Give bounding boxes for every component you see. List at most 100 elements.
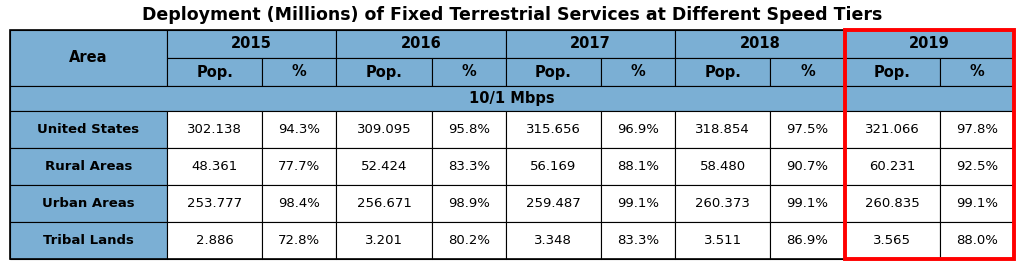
Bar — [337, 58, 431, 86]
Bar — [167, 148, 262, 185]
Bar — [10, 86, 1014, 111]
Text: 95.8%: 95.8% — [447, 123, 489, 136]
Bar — [845, 185, 940, 222]
Bar — [262, 185, 337, 222]
Bar — [167, 30, 337, 58]
Text: 2017: 2017 — [570, 37, 611, 52]
Bar — [675, 148, 770, 185]
Text: 52.424: 52.424 — [360, 160, 408, 173]
Bar — [431, 58, 506, 86]
Bar — [770, 111, 845, 148]
Bar — [940, 148, 1014, 185]
Text: Pop.: Pop. — [705, 64, 741, 79]
Text: 98.4%: 98.4% — [279, 197, 321, 210]
Text: 2019: 2019 — [909, 37, 949, 52]
Text: 77.7%: 77.7% — [279, 160, 321, 173]
Text: %: % — [462, 64, 476, 79]
Text: Pop.: Pop. — [197, 64, 233, 79]
Text: 318.854: 318.854 — [695, 123, 751, 136]
Text: %: % — [970, 64, 984, 79]
Bar — [337, 148, 431, 185]
Bar — [337, 30, 506, 58]
Text: 253.777: 253.777 — [187, 197, 242, 210]
Bar — [506, 58, 601, 86]
Text: 48.361: 48.361 — [191, 160, 238, 173]
Bar — [431, 222, 506, 259]
Bar — [770, 185, 845, 222]
Text: 3.201: 3.201 — [365, 234, 403, 247]
Text: 94.3%: 94.3% — [279, 123, 321, 136]
Text: Rural Areas: Rural Areas — [45, 160, 132, 173]
Text: 90.7%: 90.7% — [786, 160, 828, 173]
Text: 321.066: 321.066 — [865, 123, 920, 136]
Text: 10/1 Mbps: 10/1 Mbps — [469, 91, 555, 106]
Text: 60.231: 60.231 — [869, 160, 915, 173]
Bar — [10, 111, 167, 148]
Text: %: % — [800, 64, 815, 79]
Bar — [262, 148, 337, 185]
Bar — [940, 111, 1014, 148]
Bar — [262, 222, 337, 259]
Bar — [845, 30, 1014, 58]
Text: Urban Areas: Urban Areas — [42, 197, 135, 210]
Text: 97.5%: 97.5% — [786, 123, 828, 136]
Bar — [845, 111, 940, 148]
Bar — [845, 222, 940, 259]
Text: 2016: 2016 — [400, 37, 441, 52]
Bar — [431, 185, 506, 222]
Bar — [10, 30, 167, 86]
Bar — [601, 58, 675, 86]
Bar — [601, 185, 675, 222]
Bar — [940, 58, 1014, 86]
Bar — [770, 148, 845, 185]
Bar — [675, 222, 770, 259]
Text: 83.3%: 83.3% — [447, 160, 489, 173]
Bar — [675, 111, 770, 148]
Text: Pop.: Pop. — [366, 64, 402, 79]
Text: %: % — [292, 64, 306, 79]
Text: 88.1%: 88.1% — [617, 160, 659, 173]
Bar — [337, 111, 431, 148]
Bar — [601, 148, 675, 185]
Bar — [940, 185, 1014, 222]
Text: 83.3%: 83.3% — [617, 234, 659, 247]
Bar — [770, 222, 845, 259]
Bar — [10, 148, 167, 185]
Text: 259.487: 259.487 — [526, 197, 581, 210]
Text: United States: United States — [38, 123, 139, 136]
Bar — [262, 111, 337, 148]
Text: 3.348: 3.348 — [535, 234, 572, 247]
Bar — [845, 148, 940, 185]
Bar — [675, 185, 770, 222]
Text: 86.9%: 86.9% — [786, 234, 828, 247]
Bar — [262, 58, 337, 86]
Text: 2018: 2018 — [739, 37, 780, 52]
Text: 80.2%: 80.2% — [447, 234, 489, 247]
Bar — [845, 58, 940, 86]
Bar — [506, 185, 601, 222]
Text: 309.095: 309.095 — [356, 123, 412, 136]
Text: 2.886: 2.886 — [196, 234, 233, 247]
Text: 3.565: 3.565 — [873, 234, 911, 247]
Text: 99.1%: 99.1% — [617, 197, 659, 210]
Text: 97.8%: 97.8% — [955, 123, 997, 136]
Bar — [10, 185, 167, 222]
Bar — [167, 185, 262, 222]
Bar — [506, 222, 601, 259]
Text: %: % — [631, 64, 645, 79]
Text: 56.169: 56.169 — [530, 160, 577, 173]
Text: 260.835: 260.835 — [865, 197, 920, 210]
Bar — [10, 222, 167, 259]
Text: 315.656: 315.656 — [526, 123, 581, 136]
Text: Tribal Lands: Tribal Lands — [43, 234, 134, 247]
Text: 2015: 2015 — [231, 37, 272, 52]
Bar — [506, 30, 675, 58]
Text: 88.0%: 88.0% — [956, 234, 997, 247]
Text: 3.511: 3.511 — [703, 234, 741, 247]
Text: 92.5%: 92.5% — [955, 160, 998, 173]
Bar — [10, 30, 1014, 259]
Text: 72.8%: 72.8% — [279, 234, 321, 247]
Bar — [601, 222, 675, 259]
Bar — [167, 58, 262, 86]
Text: Pop.: Pop. — [535, 64, 571, 79]
